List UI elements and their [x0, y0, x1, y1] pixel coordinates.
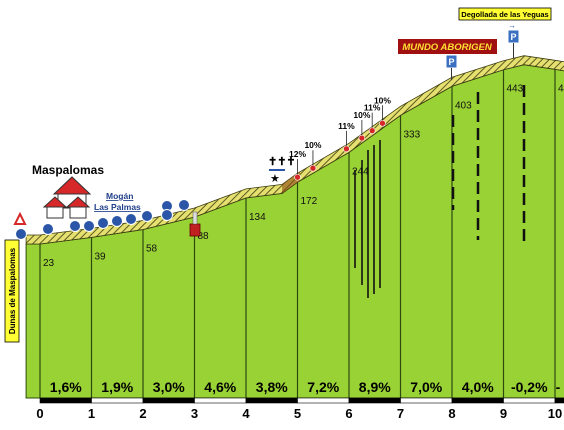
- roundabout-icon: [111, 215, 123, 227]
- gradient-label: 4,0%: [462, 379, 494, 395]
- altitude-label: 134: [249, 212, 266, 223]
- x-tick-label: 2: [139, 406, 146, 421]
- gradient-label: 1,6%: [50, 379, 82, 395]
- altitude-label: 44: [558, 83, 564, 94]
- side-badge: Dunas de Maspalomas: [4, 239, 20, 343]
- junction-mogan: Mogán: [106, 191, 133, 201]
- steep-marker-dot: [294, 173, 301, 181]
- axis-segment: [91, 397, 144, 404]
- roundabout-icon: [15, 228, 27, 240]
- steep-marker-dot: [343, 145, 350, 153]
- axis-segment: [39, 397, 92, 404]
- viewpoint-label: MUNDO ABORIGEN: [402, 42, 493, 53]
- steep-marker-label: 10%: [353, 110, 370, 120]
- altitude-label: 23: [43, 258, 55, 269]
- svg-text:P: P: [448, 57, 454, 67]
- summit-label: Degollada de las Yeguas: [461, 10, 548, 19]
- altitude-label: 39: [95, 251, 107, 262]
- altitude-label: 172: [301, 196, 318, 207]
- x-tick-label: 6: [345, 406, 352, 421]
- altitude-label: 333: [404, 129, 421, 140]
- altitude-label: 58: [146, 243, 158, 254]
- dashed-trail-lines: [451, 85, 526, 245]
- x-tick-label: 9: [500, 406, 507, 421]
- axis-segment: [297, 397, 350, 404]
- special-marks: 12%10%11%10%11%10%: [289, 95, 391, 181]
- svg-text:P: P: [510, 32, 516, 42]
- steep-marker-label: 12%: [289, 149, 306, 159]
- steep-marker-label: 11%: [364, 103, 381, 113]
- gradient-label: 7,0%: [410, 379, 442, 395]
- start-sign: [13, 211, 27, 240]
- gradient-label: 3,0%: [153, 379, 185, 395]
- roundabout-icon: [125, 213, 137, 225]
- gradient-label: 1,9%: [101, 379, 133, 395]
- km-grid: [39, 69, 556, 398]
- crosses-sign: ✝✝✝ ★: [268, 156, 296, 185]
- gradient-label: 4,6%: [204, 379, 236, 395]
- junction-labels: Mogán Las Palmas: [94, 191, 141, 212]
- mundo-aborigen-badge: MUNDO ABORIGEN: [398, 39, 497, 54]
- axis-segment: [503, 397, 556, 404]
- gradient-label: 8,9%: [359, 379, 391, 395]
- steep-marker-dot: [379, 119, 386, 127]
- x-tick-label: 8: [448, 406, 455, 421]
- altitude-label: 443: [507, 84, 524, 95]
- x-tick-label: 3: [191, 406, 198, 421]
- arrow-right-icon: →: [508, 21, 516, 30]
- x-tick-label: 10: [548, 406, 562, 421]
- axis-segment: [554, 397, 564, 404]
- x-tick-label: 4: [242, 406, 250, 421]
- altitude-label: 88: [198, 231, 210, 242]
- gradient-label: 3,8%: [256, 379, 288, 395]
- x-tick-label: 0: [36, 406, 43, 421]
- parking-signs: P P: [445, 29, 520, 80]
- side-badge-label: Dunas de Maspalomas: [8, 247, 17, 334]
- steep-marker-label: 10%: [374, 95, 391, 105]
- altitude-label: 244: [352, 166, 369, 177]
- cross-icon: ✝✝✝: [268, 156, 296, 168]
- x-tick-label: 5: [294, 406, 301, 421]
- gradient-label: 7,2%: [307, 379, 339, 395]
- summit-badge: Degollada de las Yeguas →: [458, 7, 552, 30]
- roundabout-icons: [42, 199, 190, 235]
- axis-segment: [245, 397, 298, 404]
- start-place-label: Maspalomas: [32, 163, 104, 177]
- steep-section-lines: [354, 140, 381, 298]
- steep-marker-dot: [309, 164, 317, 172]
- junction-las-palmas: Las Palmas: [94, 202, 141, 212]
- axis-segment: [400, 397, 453, 404]
- x-axis: 0 1 2 3 4 5 6 7 8 9 10: [36, 397, 564, 421]
- roundabout-icon: [83, 220, 95, 232]
- roundabout-icon: [42, 223, 54, 235]
- axis-segment: [194, 397, 247, 404]
- maspalomas-houses: Maspalomas: [32, 163, 104, 219]
- altitude-label: 403: [455, 100, 472, 111]
- roundabout-icon: [141, 210, 153, 222]
- steep-marker-label: 10%: [304, 140, 321, 150]
- roundabout-icon: [178, 199, 190, 211]
- roundabout-icon: [69, 220, 81, 232]
- axis-segment: [348, 397, 401, 404]
- steep-marker-label: 11%: [338, 121, 355, 131]
- gradient-label: -0,2%: [511, 379, 548, 395]
- gradient-label: -: [556, 379, 561, 395]
- x-tick-label: 1: [88, 406, 95, 421]
- steep-marker-dot: [358, 134, 366, 142]
- roundabout-icon: [161, 209, 173, 221]
- roundabout-icon: [97, 217, 109, 229]
- steep-marker-dot: [368, 127, 376, 134]
- axis-segment: [142, 397, 195, 404]
- axis-segment: [451, 397, 504, 404]
- x-tick-label: 7: [397, 406, 404, 421]
- star-icon: ★: [270, 173, 280, 185]
- altitude-labels: 23 39 58 88 134 172 244 333 403 443 44: [43, 83, 564, 269]
- tunnel-marker: [189, 211, 201, 237]
- gradient-labels: 1,6% 1,9% 3,0% 4,6% 3,8% 7,2% 8,9% 7,0% 4,0% -0,2…: [50, 379, 561, 395]
